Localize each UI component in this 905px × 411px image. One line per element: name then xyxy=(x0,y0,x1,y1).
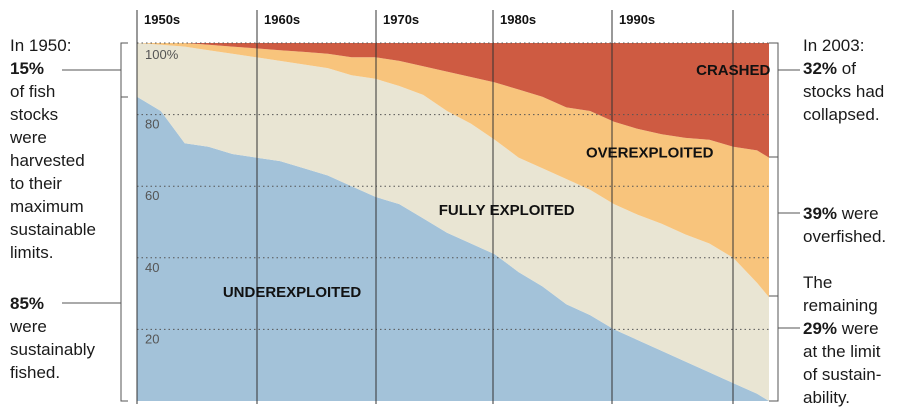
annotation-1950-sustainable-text: were sustainably fished. xyxy=(10,317,96,382)
y-tick-label: 40 xyxy=(145,260,159,275)
annotation-2003-at-limit-value: 29% xyxy=(803,319,838,338)
series-label-fully-exploited: FULLY EXPLOITED xyxy=(439,202,575,219)
area-crashed xyxy=(137,43,769,158)
x-tick-label: 1970s xyxy=(383,12,419,27)
y-tick-label: 20 xyxy=(145,331,159,346)
annotation-2003-crashed-text: stocks had collapsed. xyxy=(803,82,885,124)
annotation-1950-text: of fish stocks were harvested to their m… xyxy=(10,82,97,262)
area-underexploited xyxy=(137,96,769,401)
annotation-2003-crashed-inline: of xyxy=(837,59,856,78)
x-tick-label: 1980s xyxy=(500,12,536,27)
x-tick-label: 1950s xyxy=(144,12,180,27)
annotation-2003-at-limit: The remaining 29% were at the limit of s… xyxy=(803,271,881,409)
series-label-underexploited: UNDEREXPLOITED xyxy=(223,284,362,301)
y-tick-label: 60 xyxy=(145,188,159,203)
y-axis: 100% 80 60 40 20 xyxy=(145,47,179,346)
annotation-2003-at-limit-inline: were xyxy=(837,319,879,338)
series-labels: UNDEREXPLOITED FULLY EXPLOITED OVEREXPLOIT… xyxy=(223,62,771,301)
annotation-1950-value: 15% xyxy=(10,59,45,78)
annotation-1950-sustainable-value: 85% xyxy=(10,294,45,313)
stacked-areas xyxy=(137,43,769,401)
series-label-overexploited: OVEREXPLOITED xyxy=(586,145,714,162)
area-fully-exploited xyxy=(137,43,769,401)
bracket-right-top xyxy=(769,42,800,158)
x-axis: 1950s 1960s 1970s 1980s 1990s xyxy=(136,10,734,404)
annotation-2003-overfished-value: 39% xyxy=(803,204,838,223)
annotation-2003-overfished-text: overfished. xyxy=(803,227,887,246)
annotation-brackets xyxy=(62,42,800,402)
series-label-crashed: CRASHED xyxy=(696,62,770,79)
gridlines xyxy=(137,42,769,330)
bracket-left-bottom xyxy=(62,96,128,402)
bracket-right-mid xyxy=(769,156,800,297)
annotation-2003-crashed-value: 32% xyxy=(803,59,838,78)
y-tick-label: 100% xyxy=(145,47,179,62)
annotation-2003-crashed: In 2003: 32% of stocks had collapsed. xyxy=(803,34,884,126)
annotation-1950: In 1950: 15% of fish stocks were harvest… xyxy=(10,34,96,264)
annotation-1950-heading: In 1950: xyxy=(10,36,72,55)
annotation-1950-sustainable: 85% were sustainably fished. xyxy=(10,292,95,384)
annotation-2003-at-limit-text: at the limit of sustain- ability. xyxy=(803,342,882,407)
annotation-2003-at-limit-heading: The remaining xyxy=(803,273,878,315)
annotation-2003-heading: In 2003: xyxy=(803,36,865,55)
area-overexploited xyxy=(137,43,769,298)
x-tick-label: 1990s xyxy=(619,12,655,27)
x-tick-label: 1960s xyxy=(264,12,300,27)
y-tick-label: 80 xyxy=(145,117,159,132)
annotation-2003-overfished-inline: were xyxy=(837,204,879,223)
annotation-2003-overfished: 39% were overfished. xyxy=(803,202,886,248)
bracket-right-bottom xyxy=(769,295,800,402)
